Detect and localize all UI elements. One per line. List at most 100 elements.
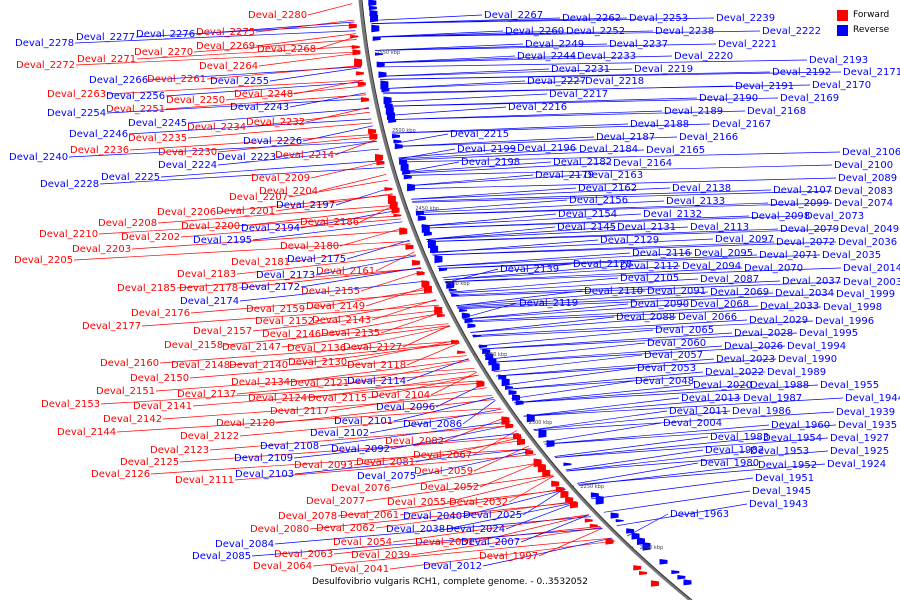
gene-label[interactable]: Deval_2244 (517, 51, 576, 62)
gene-label[interactable]: Deval_1963 (670, 509, 729, 520)
gene-label[interactable]: Deval_2184 (579, 144, 638, 155)
gene-label[interactable]: Deval_2096 (376, 402, 435, 413)
gene-label[interactable]: Deval_2028 (734, 328, 793, 339)
gene-label[interactable]: Deval_1927 (830, 433, 889, 444)
gene-label[interactable]: Deval_2249 (525, 39, 584, 50)
gene-label[interactable]: Deval_2270 (134, 47, 193, 58)
gene-label[interactable]: Deval_2269 (196, 41, 255, 52)
gene-label[interactable]: Deval_2198 (461, 157, 520, 168)
gene-label[interactable]: Deval_1935 (838, 420, 897, 431)
gene-label[interactable]: Deval_2251 (106, 104, 165, 115)
gene-label[interactable]: Deval_2066 (678, 312, 737, 323)
gene-label[interactable]: Deval_2092 (331, 444, 390, 455)
gene-label[interactable]: Deval_2228 (40, 179, 99, 190)
gene-label[interactable]: Deval_2208 (98, 218, 157, 229)
gene-label[interactable]: Deval_2094 (682, 261, 741, 272)
gene-label[interactable]: Deval_2137 (177, 389, 236, 400)
gene-label[interactable]: Deval_2055 (387, 497, 446, 508)
legend-forward[interactable]: Forward (837, 8, 889, 23)
gene-label[interactable]: Deval_2240 (9, 152, 68, 163)
gene-label[interactable]: Deval_1987 (743, 393, 802, 404)
gene-label[interactable]: Deval_2039 (351, 550, 410, 561)
gene-label[interactable]: Deval_2029 (749, 315, 808, 326)
gene-label[interactable]: Deval_2118 (347, 360, 406, 371)
gene-label[interactable]: Deval_2153 (41, 399, 100, 410)
gene-label[interactable]: Deval_2218 (585, 76, 644, 87)
gene-label[interactable]: Deval_2178 (179, 283, 238, 294)
gene-label[interactable]: Deval_2235 (128, 133, 187, 144)
gene-label[interactable]: Deval_2159 (246, 304, 305, 315)
gene-label[interactable]: Deval_1986 (732, 406, 791, 417)
gene-label[interactable]: Deval_2220 (674, 51, 733, 62)
gene-label[interactable]: Deval_2024 (446, 524, 505, 535)
gene-label[interactable]: Deval_2224 (158, 160, 217, 171)
gene-label[interactable]: Deval_2128 (573, 259, 632, 270)
gene-label[interactable]: Deval_2144 (57, 427, 116, 438)
gene-label[interactable]: Deval_2190 (699, 93, 758, 104)
gene-label[interactable]: Deval_2098 (751, 211, 810, 222)
gene-label[interactable]: Deval_2062 (316, 523, 375, 534)
gene-label[interactable]: Deval_2246 (69, 129, 128, 140)
gene-label[interactable]: Deval_2182 (553, 157, 612, 168)
gene-label[interactable]: Deval_2057 (644, 350, 703, 361)
gene-label[interactable]: Deval_2097 (715, 234, 774, 245)
gene-label[interactable]: Deval_2012 (423, 561, 482, 572)
gene-label[interactable]: Deval_2022 (705, 367, 764, 378)
gene-label[interactable]: Deval_2145 (557, 222, 616, 233)
gene-label[interactable]: Deval_1944 (845, 393, 900, 404)
gene-label[interactable]: Deval_2214 (275, 150, 334, 161)
gene-label[interactable]: Deval_2268 (257, 44, 316, 55)
gene-label[interactable]: Deval_1999 (836, 289, 895, 300)
gene-label[interactable]: Deval_2222 (762, 26, 821, 37)
gene-label[interactable]: Deval_2119 (519, 298, 578, 309)
gene-label[interactable]: Deval_2215 (450, 129, 509, 140)
gene-label[interactable]: Deval_2087 (700, 274, 759, 285)
gene-label[interactable]: Deval_2059 (414, 466, 473, 477)
gene-label[interactable]: Deval_2088 (616, 312, 675, 323)
gene-label[interactable]: Deval_2191 (735, 81, 794, 92)
gene-label[interactable]: Deval_2072 (776, 237, 835, 248)
gene-label[interactable]: Deval_2140 (229, 360, 288, 371)
gene-label[interactable]: Deval_2117 (270, 406, 329, 417)
gene-label[interactable]: Deval_2085 (192, 551, 251, 562)
gene-label[interactable]: Deval_2138 (672, 183, 731, 194)
gene-label[interactable]: Deval_2112 (620, 261, 679, 272)
gene-label[interactable]: Deval_2253 (629, 13, 688, 24)
gene-label[interactable]: Deval_2163 (584, 170, 643, 181)
gene-label[interactable]: Deval_2129 (600, 235, 659, 246)
gene-label[interactable]: Deval_1990 (778, 354, 837, 365)
gene-label[interactable]: Deval_2115 (308, 393, 367, 404)
gene-label[interactable]: Deval_1983 (710, 432, 769, 443)
gene-label[interactable]: Deval_2278 (15, 38, 74, 49)
gene-label[interactable]: Deval_2033 (760, 301, 819, 312)
gene-label[interactable]: Deval_2261 (147, 74, 206, 85)
gene-label[interactable]: Deval_2084 (215, 539, 274, 550)
gene-label[interactable]: Deval_2231 (551, 64, 610, 75)
gene-label[interactable]: Deval_2275 (196, 27, 255, 38)
gene-label[interactable]: Deval_1998 (823, 302, 882, 313)
gene-label[interactable]: Deval_2280 (248, 10, 307, 21)
gene-label[interactable]: Deval_2149 (306, 301, 365, 312)
gene-label[interactable]: Deval_2126 (91, 469, 150, 480)
gene-label[interactable]: Deval_2040 (403, 511, 462, 522)
gene-label[interactable]: Deval_2086 (403, 419, 462, 430)
gene-label[interactable]: Deval_2103 (235, 469, 294, 480)
gene-label[interactable]: Deval_1952 (758, 460, 817, 471)
gene-label[interactable]: Deval_2245 (128, 118, 187, 129)
gene-label[interactable]: Deval_2179 (535, 170, 594, 181)
gene-label[interactable]: Deval_2060 (647, 338, 706, 349)
gene-label[interactable]: Deval_2076 (331, 483, 390, 494)
gene-label[interactable]: Deval_2194 (241, 223, 300, 234)
gene-label[interactable]: Deval_2048 (635, 376, 694, 387)
gene-label[interactable]: Deval_2108 (260, 441, 319, 452)
gene-label[interactable]: Deval_1960 (771, 420, 830, 431)
gene-label[interactable]: Deval_2180 (280, 241, 339, 252)
gene-labels[interactable]: Deval_2280 Deval_2277 Deval_2276 Deval_2275… (9, 10, 900, 575)
gene-label[interactable]: Deval_2186 (300, 217, 359, 228)
gene-label[interactable]: Deval_2230 (158, 147, 217, 158)
gene-label[interactable]: Deval_2113 (690, 222, 749, 233)
gene-label[interactable]: Deval_1980 (700, 458, 759, 469)
gene-label[interactable]: Deval_2185 (117, 283, 176, 294)
gene-label[interactable]: Deval_2083 (834, 186, 893, 197)
gene-label[interactable]: Deval_2090 (630, 299, 689, 310)
